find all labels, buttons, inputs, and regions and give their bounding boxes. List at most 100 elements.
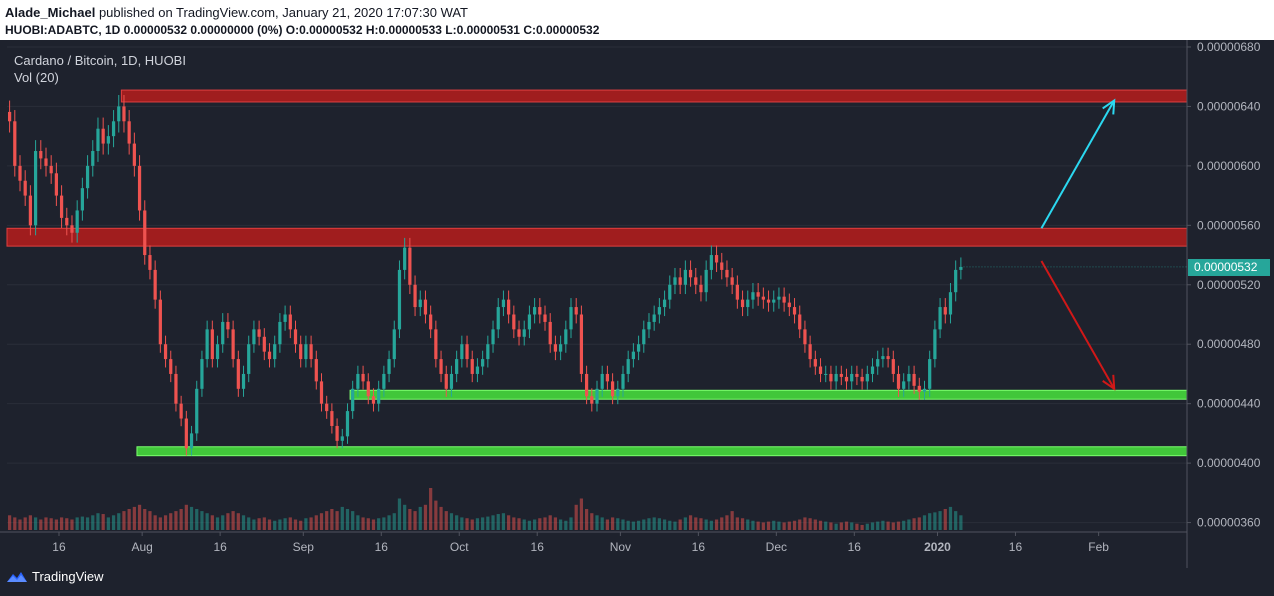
price-tick-label: 0.00000680 bbox=[1197, 40, 1261, 54]
volume-bar bbox=[44, 517, 48, 530]
time-tick-label: 16 bbox=[52, 540, 66, 554]
candle-body bbox=[403, 247, 407, 270]
candle-body bbox=[678, 277, 682, 285]
volume-bar bbox=[371, 519, 376, 530]
candle-body bbox=[481, 359, 485, 367]
volume-bar bbox=[922, 515, 927, 530]
candle-body bbox=[325, 403, 329, 412]
time-tick-label: 16 bbox=[1009, 540, 1023, 554]
volume-bar bbox=[423, 504, 428, 530]
volume-bar bbox=[28, 515, 33, 530]
candle-body bbox=[647, 321, 651, 330]
candle-body bbox=[257, 329, 261, 337]
candle-body bbox=[808, 344, 812, 360]
candle-body bbox=[584, 373, 589, 397]
candle-body bbox=[434, 329, 438, 360]
candle-body bbox=[881, 356, 885, 360]
volume-bar bbox=[538, 518, 542, 530]
volume-bar bbox=[928, 513, 932, 530]
candle-body bbox=[709, 255, 713, 270]
volume-bar bbox=[356, 515, 360, 530]
volume-bar bbox=[449, 513, 454, 530]
candle-body bbox=[299, 344, 303, 360]
volume-bar bbox=[553, 517, 558, 530]
tradingview-brand: TradingView bbox=[32, 569, 104, 584]
candles bbox=[7, 95, 963, 456]
candle-body bbox=[891, 359, 895, 374]
candle-body bbox=[460, 344, 464, 360]
price-tick-label: 0.00000640 bbox=[1197, 99, 1261, 113]
volume-bar bbox=[392, 513, 396, 530]
candle-body bbox=[455, 359, 459, 374]
volume-bar bbox=[699, 518, 703, 530]
candle-body bbox=[356, 373, 360, 389]
candle-body bbox=[746, 299, 750, 308]
candle-body bbox=[278, 321, 282, 345]
chart-area[interactable]: 0.00000680 0.00000640 0.00000600 0.00000560… bbox=[0, 40, 1274, 596]
volume-legend[interactable]: Vol (20) bbox=[14, 70, 59, 85]
candle-body bbox=[236, 359, 240, 389]
volume-bar bbox=[860, 524, 864, 530]
candle-body bbox=[673, 277, 677, 285]
author-name[interactable]: Alade_Michael bbox=[5, 5, 96, 20]
volume-bar bbox=[184, 504, 188, 530]
candle-body bbox=[517, 329, 521, 337]
volume-bar bbox=[818, 520, 823, 530]
price-chart[interactable]: 0.00000680 0.00000640 0.00000600 0.00000560… bbox=[0, 40, 1274, 596]
candle-body bbox=[345, 411, 350, 437]
volume-bar bbox=[221, 515, 225, 530]
volume-bar bbox=[210, 515, 214, 530]
candle-body bbox=[351, 388, 355, 412]
volume-bar bbox=[631, 521, 635, 530]
symbol-legend[interactable]: Cardano / Bitcoin, 1D, HUOBI bbox=[14, 53, 186, 68]
candle-body bbox=[101, 128, 105, 144]
volume-bar bbox=[761, 522, 765, 530]
candle-body bbox=[855, 373, 859, 377]
candle-body bbox=[772, 299, 776, 303]
volume-bar bbox=[189, 506, 194, 530]
candle-body bbox=[605, 373, 610, 382]
volume-bar bbox=[262, 517, 266, 530]
up-arrow-head bbox=[1102, 98, 1116, 115]
volume-bar bbox=[855, 523, 859, 530]
candle-body bbox=[117, 106, 121, 122]
volume-bar bbox=[304, 518, 308, 530]
volume-bar bbox=[7, 515, 12, 530]
time-tick-label: 16 bbox=[213, 540, 227, 554]
candle-body bbox=[444, 373, 448, 389]
candle-body bbox=[730, 277, 734, 285]
candle-body bbox=[792, 307, 797, 315]
volume-bar bbox=[460, 517, 464, 530]
volume-bar bbox=[418, 506, 422, 530]
volume-bar bbox=[507, 515, 511, 530]
volume-bar bbox=[527, 520, 532, 530]
candle-body bbox=[330, 411, 334, 426]
volume-bar bbox=[626, 520, 630, 530]
candle-body bbox=[642, 329, 646, 345]
volume-bar bbox=[808, 518, 812, 530]
volume-bar bbox=[751, 520, 755, 530]
volume-bar bbox=[501, 513, 506, 530]
projection-arrows bbox=[1040, 98, 1116, 391]
volume-bar bbox=[803, 517, 807, 530]
candle-body bbox=[496, 307, 500, 330]
volume-bar bbox=[777, 521, 781, 530]
candle-body bbox=[470, 359, 474, 374]
candle-body bbox=[429, 314, 433, 330]
volume-bar bbox=[605, 519, 610, 530]
up-arrow-line bbox=[1040, 99, 1116, 229]
candle-body bbox=[397, 269, 402, 330]
volume-bar bbox=[902, 520, 906, 530]
volume-bar bbox=[91, 515, 95, 530]
volume-bar bbox=[387, 515, 391, 530]
candle-body bbox=[137, 165, 142, 211]
candle-body bbox=[132, 143, 136, 166]
candle-body bbox=[33, 151, 38, 226]
volume-bar bbox=[54, 519, 58, 530]
volume-bar bbox=[169, 513, 173, 530]
candle-body bbox=[418, 299, 422, 308]
volume-bar bbox=[766, 521, 771, 530]
volume-bar bbox=[174, 511, 178, 530]
tradingview-logo[interactable]: TradingView bbox=[6, 569, 104, 584]
volume-bar bbox=[735, 517, 739, 530]
